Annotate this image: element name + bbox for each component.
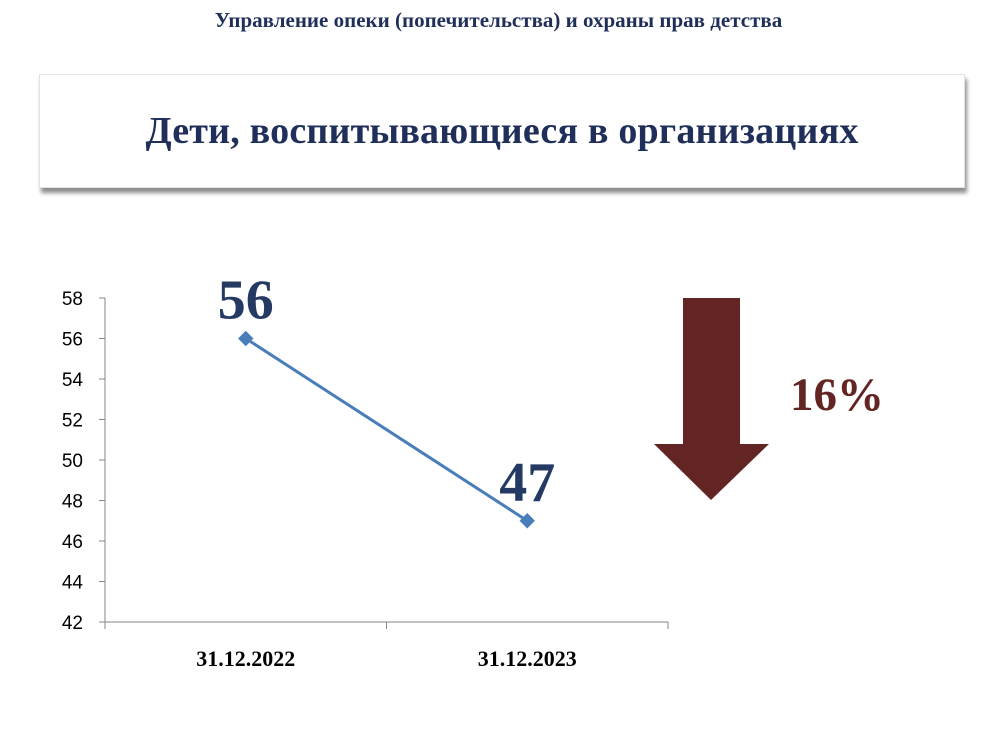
y-tick-label: 46 [62, 532, 83, 553]
data-point-marker [519, 513, 535, 529]
y-tick-label: 44 [62, 573, 84, 594]
x-tick-label: 31.12.2022 [196, 646, 295, 671]
y-tick-label: 52 [62, 411, 83, 432]
data-value-label: 47 [499, 452, 555, 514]
data-value-label: 56 [218, 270, 274, 332]
y-tick-label: 58 [62, 289, 83, 310]
chart-data-labels: 56 47 [218, 270, 556, 514]
series-line [244, 337, 529, 523]
y-axis-ticks: 42 44 46 48 50 52 54 56 58 [62, 289, 105, 634]
y-tick-label: 42 [62, 613, 83, 634]
chart-axes [104, 298, 668, 623]
organization-header: Управление опеки (попечительства) и охра… [214, 8, 783, 32]
y-tick-label: 54 [62, 370, 84, 391]
percent-change-label: 16% [790, 369, 884, 421]
slide-title-box: Дети, воспитывающиеся в организациях [39, 74, 965, 188]
data-point-marker [238, 330, 254, 347]
chart-series [238, 330, 535, 529]
y-tick-label: 56 [62, 330, 83, 351]
y-tick-label: 48 [62, 492, 83, 513]
y-tick-label: 50 [62, 451, 83, 472]
slide-title: Дети, воспитывающиеся в организациях [145, 110, 859, 152]
x-tick-label: 31.12.2023 [478, 646, 577, 671]
arrow-down-icon [654, 298, 769, 500]
x-axis-ticks: 31.12.2022 31.12.2023 [104, 622, 669, 671]
